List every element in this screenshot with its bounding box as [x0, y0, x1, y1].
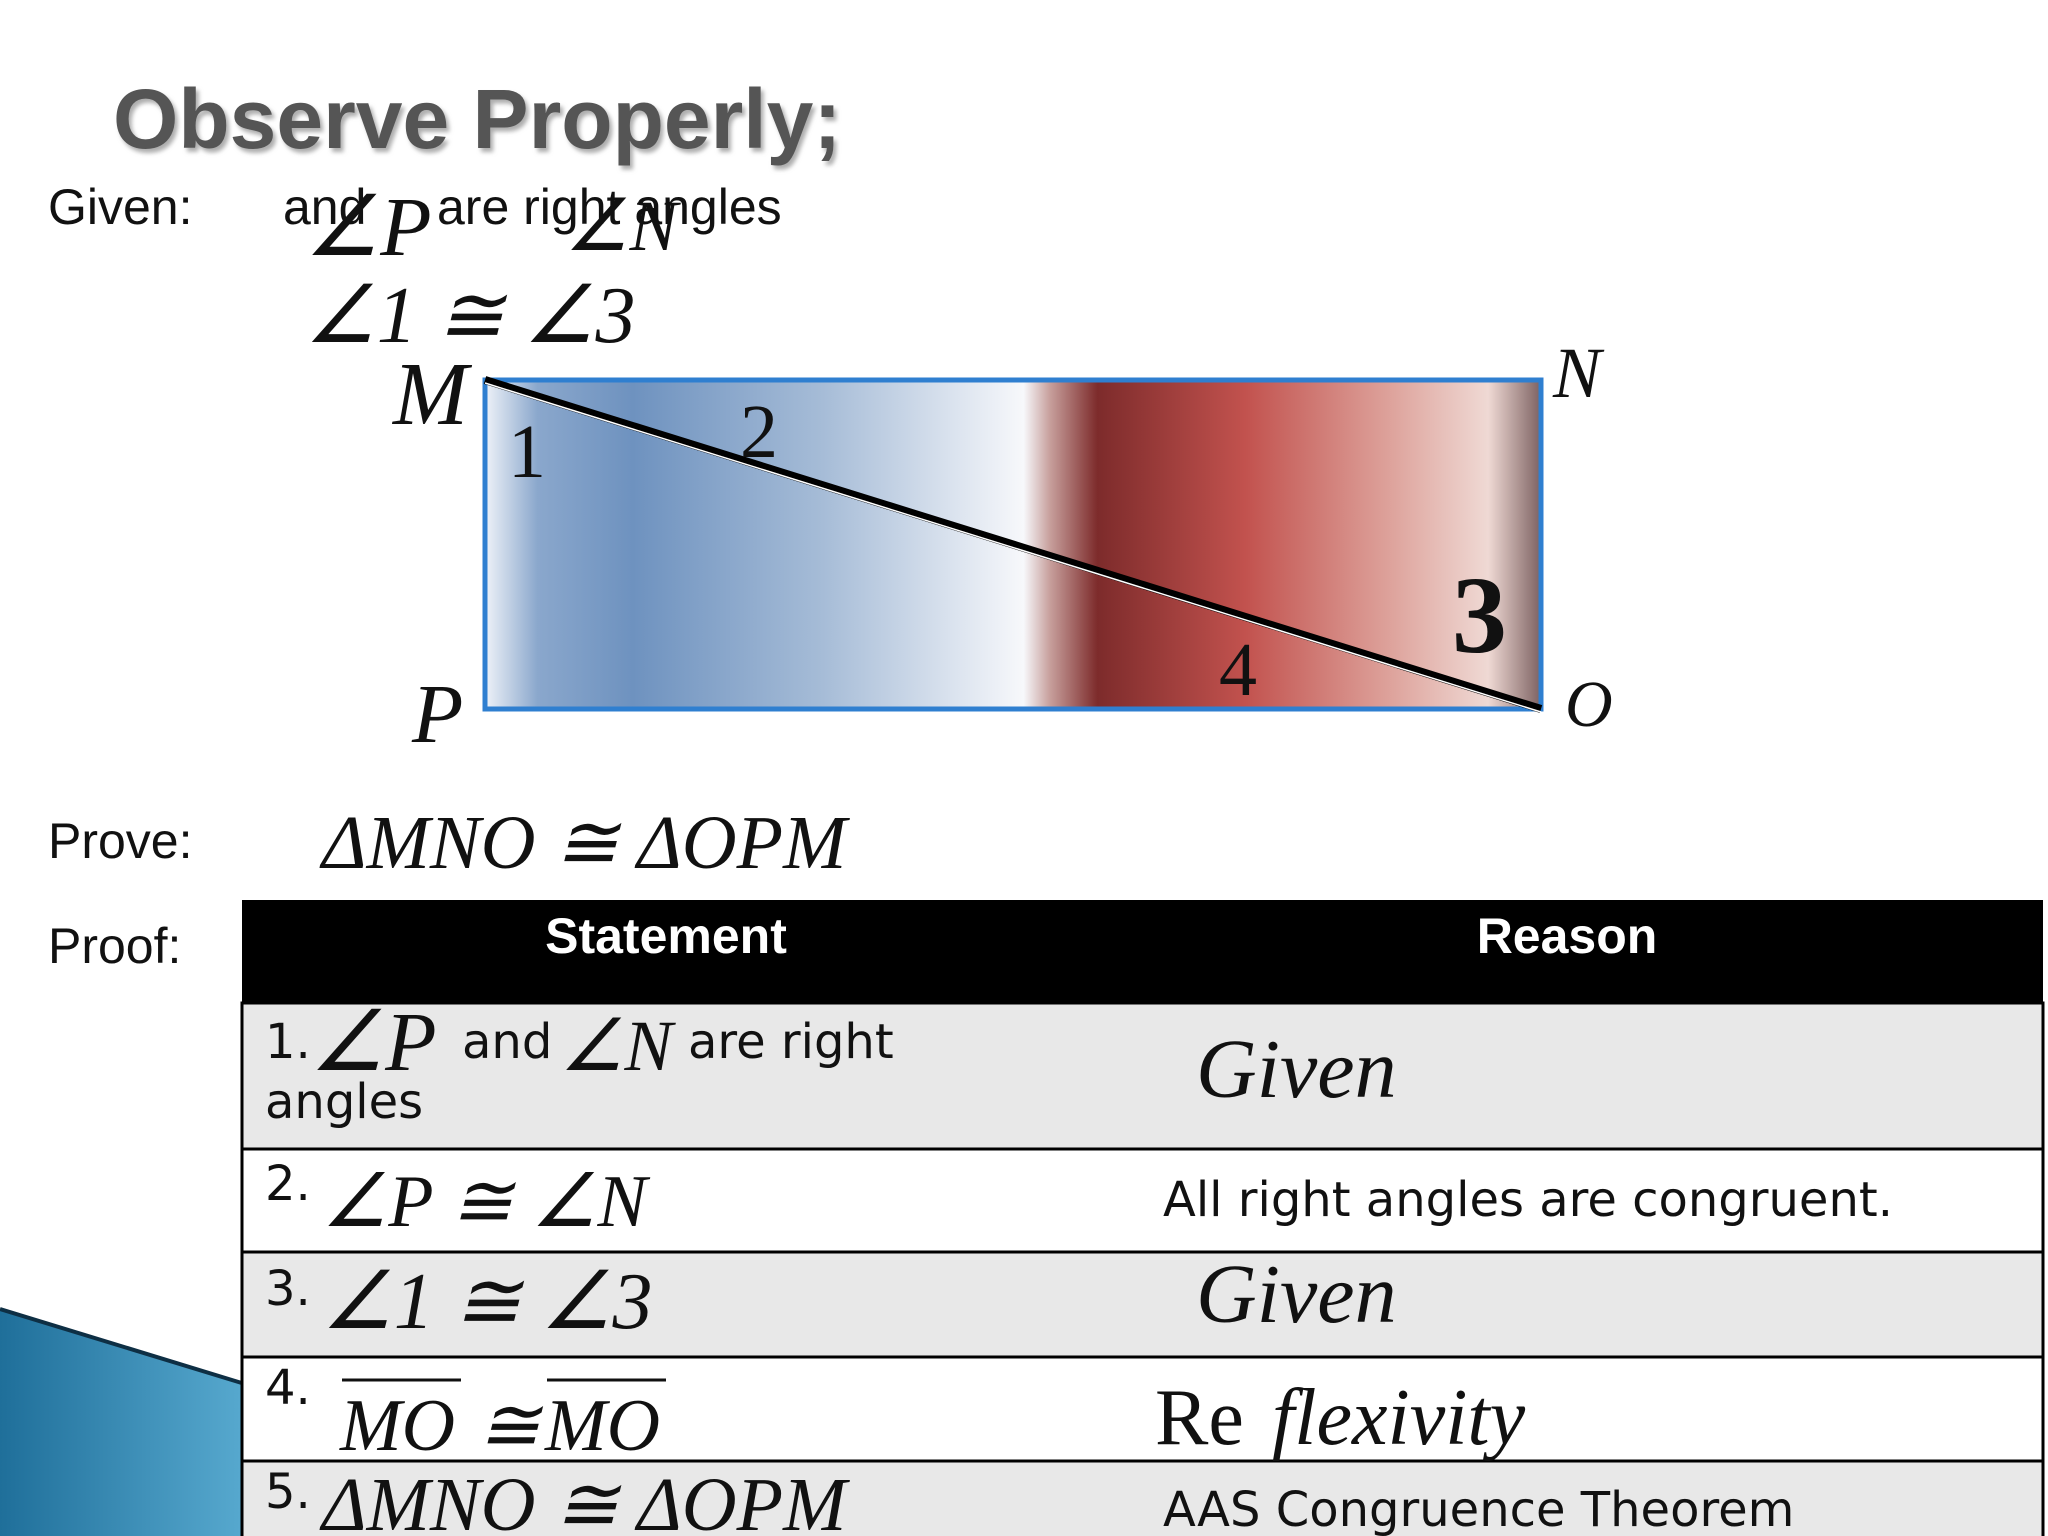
reason: Given — [1196, 1248, 1397, 1341]
row-number: 5. — [265, 1464, 311, 1520]
statement: angles — [265, 1074, 423, 1130]
given-angle-p: ∠P — [305, 181, 432, 274]
swoosh — [0, 1309, 245, 1536]
proof-label: Proof: — [48, 918, 181, 974]
row-number: 4. — [265, 1360, 311, 1416]
given-and: and — [283, 179, 366, 235]
statement: ∠P ≅ ∠N — [322, 1161, 651, 1243]
statement: ∠P — [310, 996, 437, 1089]
table-row — [240, 1459, 2045, 1536]
reason: AAS Congruence Theorem — [1163, 1482, 1794, 1536]
header-cell: Statement — [545, 908, 787, 964]
vertex-label: M — [391, 345, 473, 444]
angle-label: 2 — [740, 390, 778, 474]
statement: MO — [339, 1385, 455, 1467]
proof-table: Statement Reason 1. ∠P and ∠N are right … — [240, 900, 2045, 1536]
table-header — [242, 900, 2043, 1003]
given-angle-n: ∠N — [565, 186, 682, 266]
row-number: 1. — [265, 1014, 311, 1070]
prove-statement: ΔMNO ≅ ΔOPM — [319, 801, 850, 885]
swoosh-edge — [0, 1307, 246, 1386]
statement: ∠1 ≅ ∠3 — [322, 1258, 652, 1346]
vertex-label: N — [1552, 333, 1605, 413]
given-rest: are right angles — [437, 179, 782, 235]
row-number: 2. — [265, 1156, 311, 1212]
statement: ∠N — [560, 1006, 677, 1086]
diagonal-inner — [484, 382, 1542, 713]
row-number: 3. — [265, 1261, 311, 1317]
reason: Given — [1196, 1023, 1397, 1116]
reason: All right angles are congruent. — [1163, 1172, 1893, 1228]
statement: MO — [544, 1385, 660, 1467]
statement: are right — [688, 1014, 894, 1070]
given-label: Given: — [48, 179, 193, 235]
given-second: ∠1 ≅ ∠3 — [305, 272, 635, 360]
reason: Re — [1155, 1374, 1244, 1462]
statement: ΔMNO ≅ ΔOPM — [319, 1463, 850, 1536]
diagonal — [483, 376, 1543, 713]
header-cell: Reason — [1477, 908, 1658, 964]
statement: and — [462, 1014, 552, 1070]
reason: flexivity — [1272, 1374, 1526, 1462]
angle-label: 3 — [1452, 554, 1507, 676]
statement: ≅ — [478, 1385, 544, 1467]
vertex-label: P — [411, 668, 463, 761]
prove-label: Prove: — [48, 813, 193, 869]
angle-label: 1 — [508, 410, 546, 494]
vertex-label: O — [1565, 668, 1613, 741]
angle-label: 4 — [1219, 628, 1257, 712]
slide-title: Observe Properly; — [113, 72, 841, 166]
